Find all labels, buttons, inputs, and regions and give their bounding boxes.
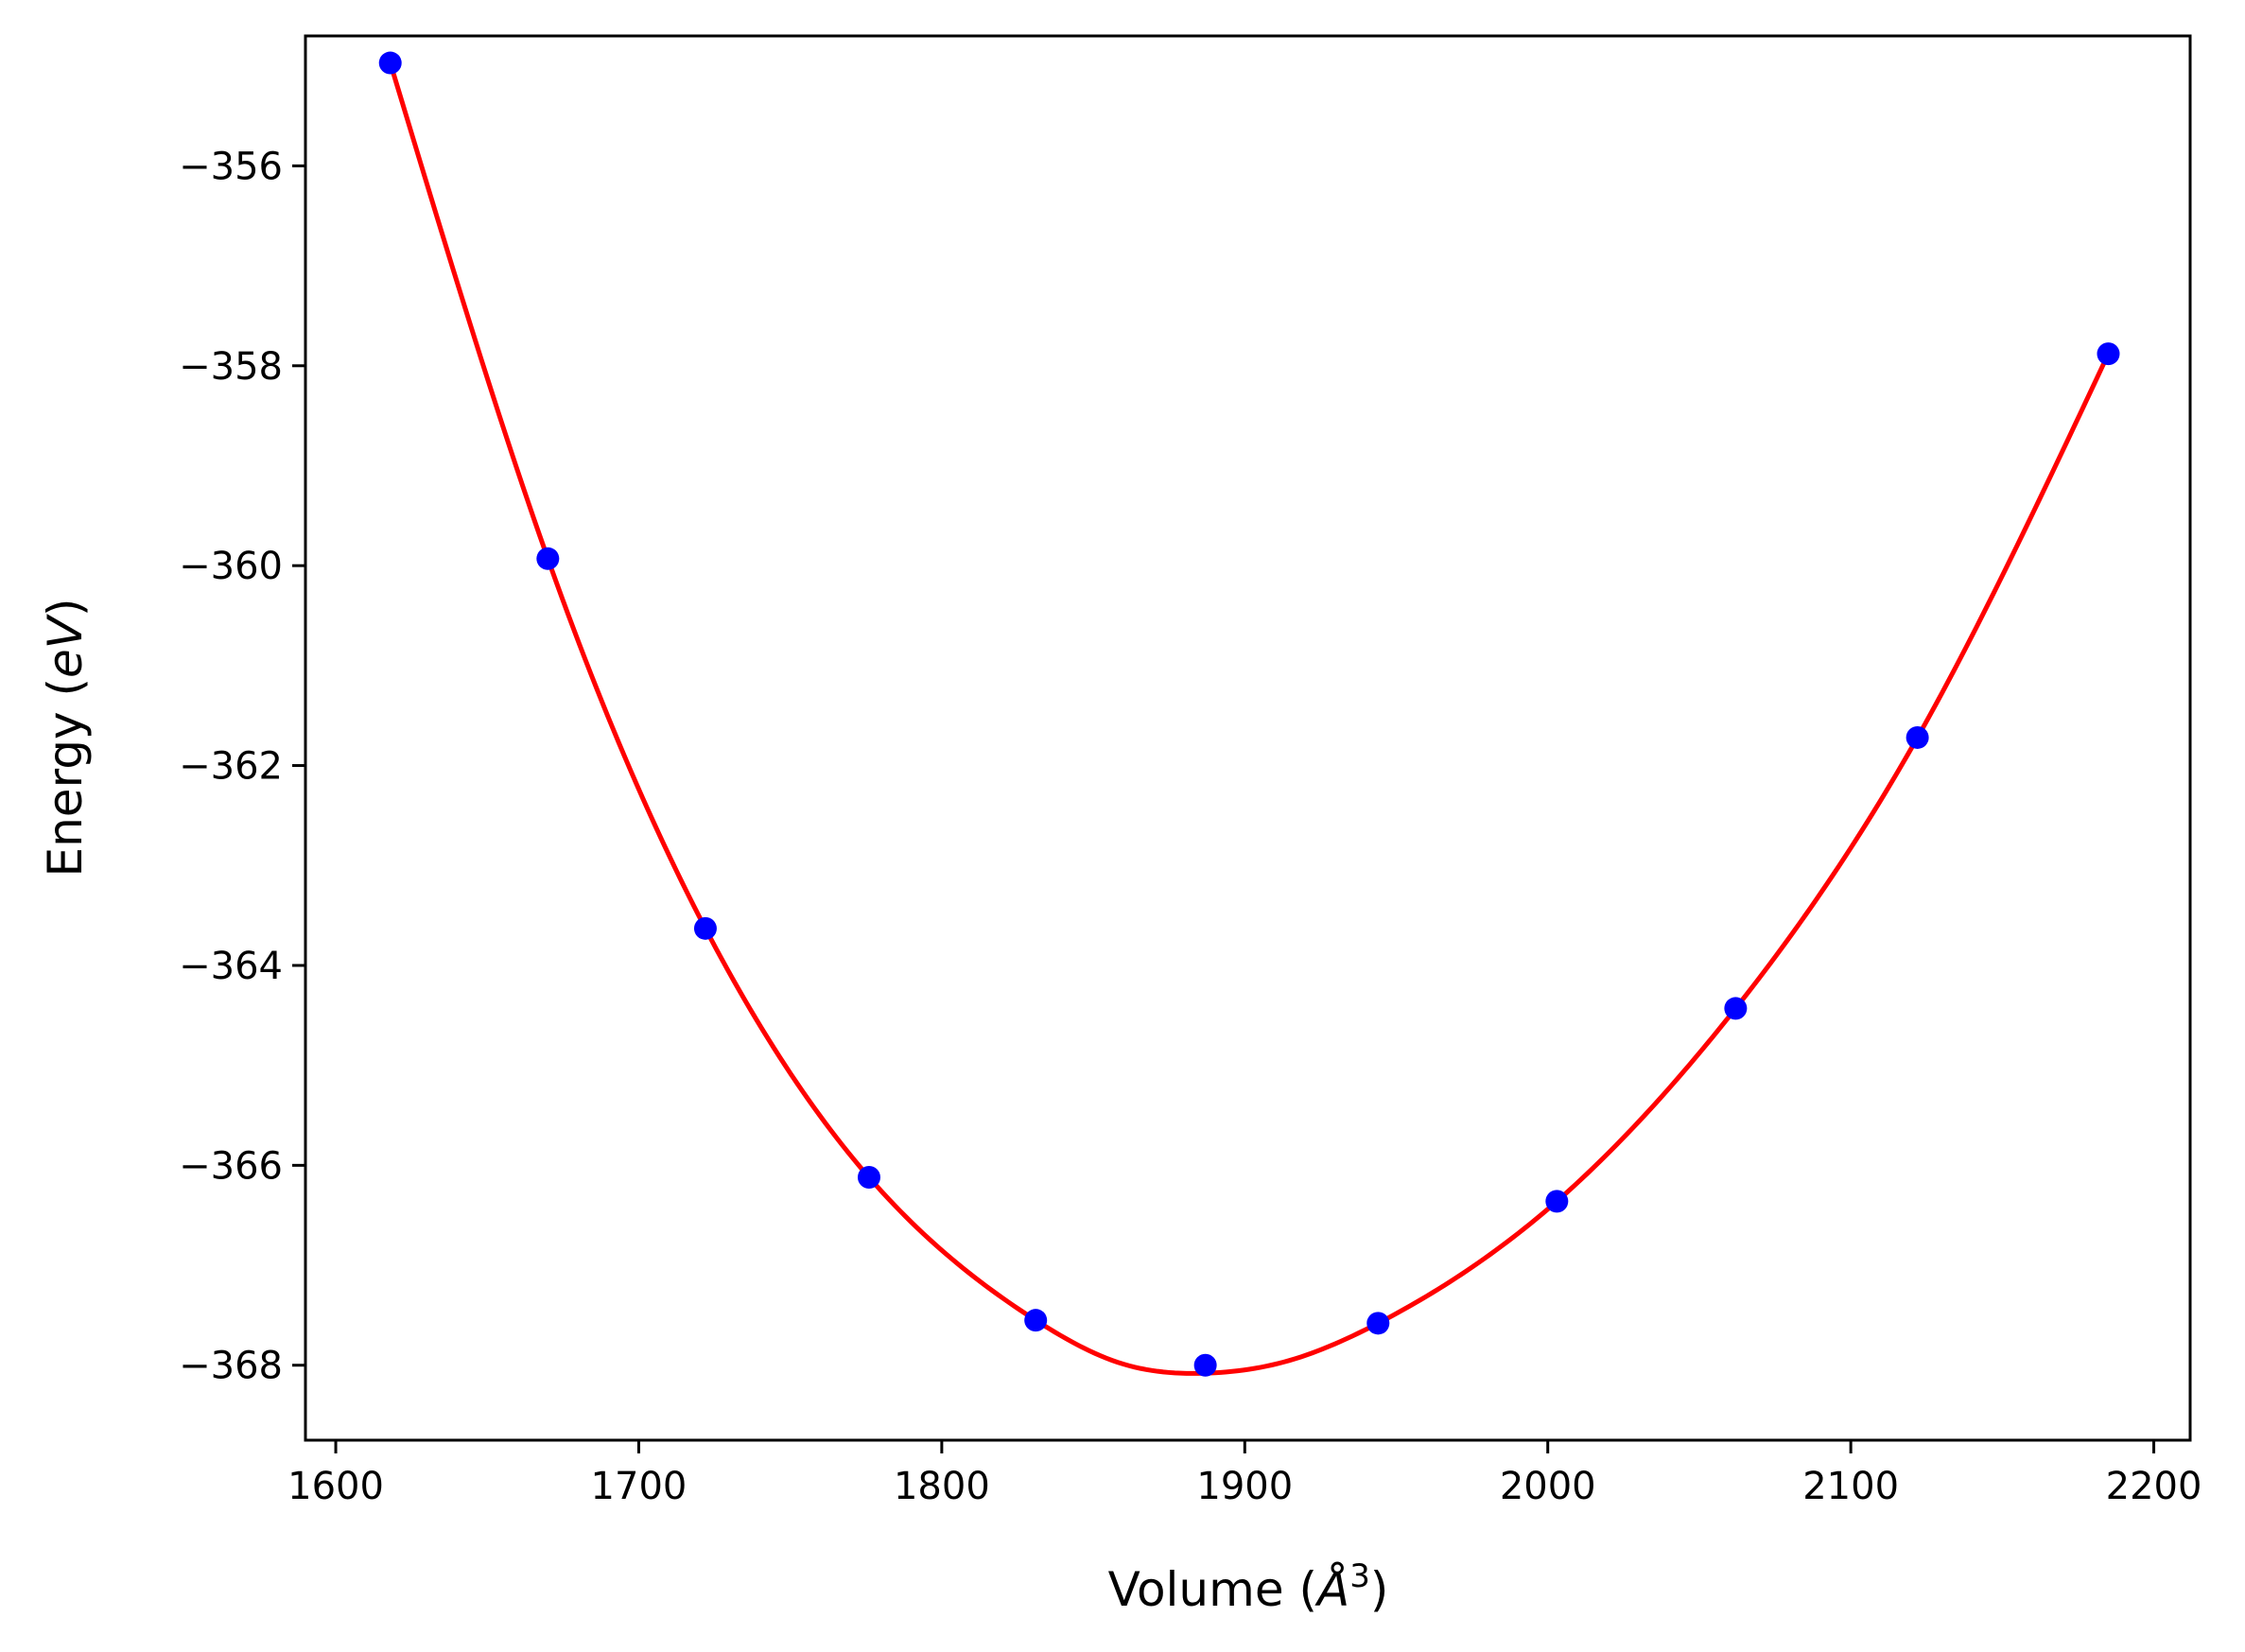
x-tick-label: 1600 <box>287 1465 384 1508</box>
x-axis-label-suffix: ) <box>1370 1562 1389 1617</box>
y-tick-label: −356 <box>179 145 283 188</box>
y-axis-label-symbol: eV <box>38 613 93 678</box>
y-axis-label-suffix: ) <box>38 599 93 617</box>
data-point <box>1906 725 1929 749</box>
plot-frame <box>304 34 2192 1442</box>
x-axis-label-symbol: Å <box>1314 1562 1349 1617</box>
data-point <box>378 51 402 75</box>
data-point <box>1545 1190 1569 1213</box>
x-axis-label-superscript: 3 <box>1349 1557 1370 1595</box>
y-axis-label-prefix: Energy ( <box>38 678 93 877</box>
x-tick-label: 1800 <box>894 1465 990 1508</box>
x-tick-label: 1900 <box>1196 1465 1293 1508</box>
y-tick-label: −362 <box>179 745 283 789</box>
y-tick-label: −366 <box>179 1144 283 1188</box>
data-point <box>693 916 717 940</box>
y-tick-label: −358 <box>179 345 283 389</box>
x-tick-label: 2100 <box>1802 1465 1899 1508</box>
fit-curve-line <box>388 61 2111 1376</box>
fit-curve-layer <box>388 61 2111 1376</box>
data-points-layer <box>378 51 2120 1377</box>
y-tick-label: −360 <box>179 545 283 588</box>
x-tick-label: 1700 <box>591 1465 687 1508</box>
x-tick-label: 2000 <box>1500 1465 1596 1508</box>
data-point <box>857 1166 880 1190</box>
x-axis-ticks: 1600 1700 1800 1900 2000 2100 2200 <box>287 1440 2201 1508</box>
x-axis-label-prefix: Volume ( <box>1108 1562 1317 1617</box>
y-tick-label: −368 <box>179 1345 283 1388</box>
y-tick-label: −364 <box>179 945 283 988</box>
y-axis-ticks: −356 −358 −360 −362 −364 −366 −368 <box>179 145 305 1388</box>
y-axis-label: Energy (eV) <box>38 599 93 878</box>
data-point <box>1024 1309 1048 1332</box>
data-point <box>1193 1353 1217 1377</box>
x-axis-label: Volume (Å3) <box>1108 1557 1389 1617</box>
data-point <box>1724 997 1748 1020</box>
x-tick-label: 2200 <box>2106 1465 2202 1508</box>
data-point <box>1366 1312 1390 1335</box>
data-point <box>2097 342 2120 366</box>
data-point <box>536 547 560 570</box>
